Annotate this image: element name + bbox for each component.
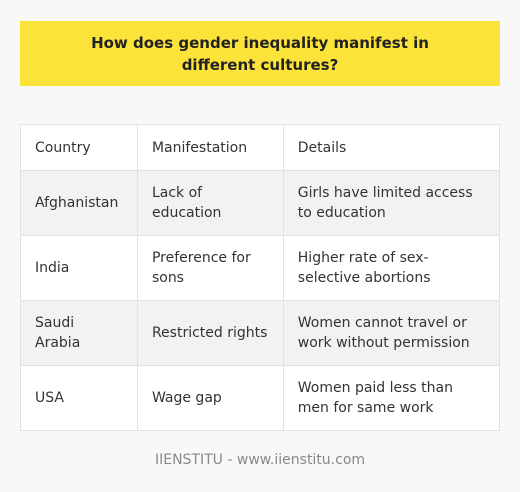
cell-manifestation: Lack of education [136, 170, 284, 236]
column-header-country: Country [20, 124, 138, 171]
cell-details: Women paid less than men for same work [282, 365, 501, 431]
cell-details: Girls have limited access to education [282, 170, 501, 236]
page-title: How does gender inequality manifest in d… [91, 33, 429, 74]
table-row: USA Wage gap Women paid less than men fo… [20, 365, 501, 431]
data-table: Country Manifestation Details Afghanista… [20, 124, 501, 431]
table-row: Saudi Arabia Restricted rights Women can… [20, 300, 501, 366]
cell-country: Saudi Arabia [20, 300, 138, 366]
cell-country: Afghanistan [20, 170, 138, 236]
cell-manifestation: Restricted rights [136, 300, 284, 366]
cell-details: Women cannot travel or work without perm… [282, 300, 501, 366]
column-header-manifestation: Manifestation [136, 124, 284, 171]
cell-country: USA [20, 365, 138, 431]
column-header-details: Details [282, 124, 501, 171]
cell-country: India [20, 235, 138, 301]
cell-manifestation: Preference for sons [136, 235, 284, 301]
title-banner: How does gender inequality manifest in d… [20, 21, 500, 86]
table-row: India Preference for sons Higher rate of… [20, 235, 501, 301]
footer-credit: IIENSTITU - www.iienstitu.com [154, 452, 366, 468]
cell-details: Higher rate of sex-selective abortions [282, 235, 501, 301]
cell-manifestation: Wage gap [136, 365, 284, 431]
table-header-row: Country Manifestation Details [20, 124, 501, 171]
table-row: Afghanistan Lack of education Girls have… [20, 170, 501, 236]
